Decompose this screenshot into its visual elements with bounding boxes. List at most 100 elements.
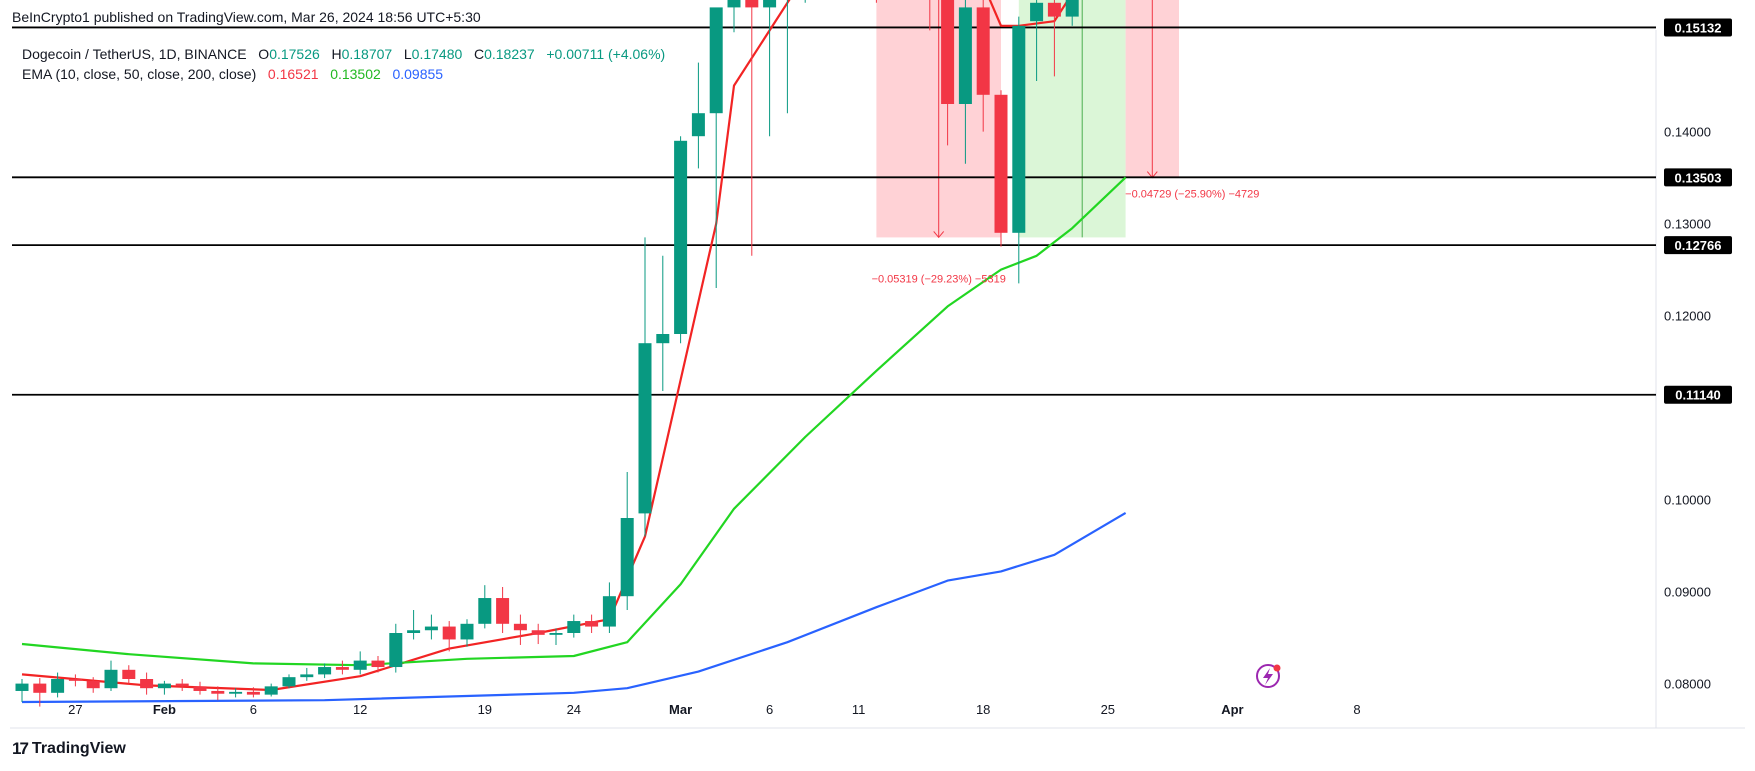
low-label: L	[403, 46, 412, 62]
ema-legend-row: EMA (10, close, 50, close, 200, close) 0…	[22, 64, 665, 84]
time-tick-label: 19	[478, 702, 492, 717]
open-label: O	[258, 46, 270, 62]
time-tick-label: 8	[1353, 702, 1360, 717]
candle-body	[513, 623, 527, 631]
low-value: 0.17480	[411, 46, 463, 62]
candle-body	[353, 660, 367, 670]
candle-body	[229, 691, 243, 694]
candle-body	[460, 623, 474, 640]
symbol-label: Dogecoin / TetherUS, 1D, BINANCE	[22, 46, 247, 62]
candle-body	[1047, 2, 1061, 17]
candle-body	[264, 686, 278, 695]
candle-body	[193, 686, 207, 691]
time-tick-label: 24	[567, 702, 581, 717]
level-badge	[1664, 236, 1732, 255]
time-tick-label: 25	[1101, 702, 1115, 717]
candle-body	[727, 0, 741, 8]
candle-body	[674, 140, 688, 334]
candle-body	[656, 334, 670, 344]
candle-body	[1030, 2, 1044, 22]
ema-line	[21, 176, 1127, 667]
tradingview-icon: 17	[12, 739, 29, 758]
ema-label: EMA (10, close, 50, close, 200, close)	[22, 66, 257, 82]
time-tick-label: 18	[976, 702, 990, 717]
time-tick-label: 27	[68, 702, 82, 717]
tradingview-brand: TradingView	[31, 740, 126, 757]
candle-body	[567, 621, 581, 633]
ema-line	[21, 511, 1127, 704]
candle-body	[335, 667, 349, 670]
time-tick-label: 12	[353, 702, 367, 717]
candle-body	[424, 626, 438, 631]
level-badge-label: 0.13503	[1675, 170, 1722, 185]
time-tick-label: Feb	[153, 702, 176, 717]
candle-body	[958, 7, 972, 104]
position-labels: −0.05319 (−29.23%) −53190.05382 (41.79%)…	[872, 189, 1260, 286]
candle-body	[86, 680, 100, 689]
ema50-value: 0.13502	[330, 66, 381, 82]
candle-body	[140, 679, 154, 689]
candle-body	[33, 683, 47, 693]
horizontal-levels	[12, 26, 1656, 396]
ema10-value: 0.16521	[267, 66, 319, 82]
candle-body	[104, 669, 118, 689]
candle-body	[1012, 25, 1026, 233]
level-badge	[1664, 385, 1732, 404]
candle-body	[371, 660, 385, 668]
time-tick-label: Apr	[1221, 702, 1243, 717]
candle-body	[318, 667, 332, 675]
position-label: −0.04729 (−25.90%) −4729	[1125, 189, 1259, 201]
candle-body	[745, 0, 759, 8]
price-tick-label: 0.10000	[1664, 493, 1711, 508]
candle-body	[585, 621, 599, 627]
candle-body	[389, 633, 403, 668]
ohlc-legend-row: Dogecoin / TetherUS, 1D, BINANCE O0.1752…	[22, 44, 665, 64]
candle-body	[638, 343, 652, 514]
candle-body	[282, 677, 296, 687]
level-badge	[1664, 168, 1732, 187]
time-axis[interactable]: 27 Feb 6 12 19 24 Mar 6 11 18 25 Apr 8	[68, 702, 1360, 717]
change-value: +0.00711 (+4.06%)	[546, 46, 666, 62]
candle-body	[300, 674, 314, 678]
close-value: 0.18237	[484, 46, 535, 62]
position-arrowhead	[933, 231, 945, 239]
candle-body	[941, 0, 955, 104]
candle-body	[763, 0, 777, 8]
time-tick-label: 6	[250, 702, 257, 717]
candle-body	[602, 596, 616, 627]
position-box	[1018, 0, 1126, 238]
publish-info: BeInCrypto1 published on TradingView.com…	[12, 9, 481, 25]
close-label: C	[473, 46, 485, 62]
level-badge	[1664, 18, 1732, 37]
tradingview-logo[interactable]: 17 TradingView	[12, 739, 126, 759]
lightning-icon[interactable]	[1256, 664, 1281, 688]
candle-body	[15, 683, 29, 691]
time-tick-label: 11	[852, 702, 866, 717]
chart-legend: Dogecoin / TetherUS, 1D, BINANCE O0.1752…	[22, 44, 665, 84]
candle-body	[51, 679, 65, 693]
candle-body	[531, 630, 545, 635]
price-axis[interactable]: 0.08000 0.09000 0.10000 0.12000 0.13000 0.140…	[1664, 0, 1737, 692]
candle-body	[976, 7, 990, 95]
candle-body	[68, 679, 82, 681]
price-tick-label: 0.14000	[1664, 125, 1711, 140]
candle-body	[157, 683, 171, 689]
price-tick-label: 0.13000	[1664, 217, 1711, 232]
open-value: 0.17526	[269, 46, 320, 62]
candle-body	[496, 598, 510, 624]
candles	[15, 0, 1079, 707]
time-tick-label: Mar	[669, 702, 692, 717]
price-tick-label: 0.08000	[1664, 677, 1711, 692]
candle-body	[122, 669, 136, 679]
candle-body	[691, 113, 705, 137]
position-label: −0.05319 (−29.23%) −5319	[872, 273, 1006, 285]
candle-body	[709, 7, 723, 114]
candle-body	[246, 691, 260, 695]
level-badge-label: 0.11140	[1675, 388, 1721, 403]
candle-body	[1065, 0, 1079, 17]
level-badge-label: 0.15132	[1675, 20, 1722, 35]
candle-body	[442, 626, 456, 640]
time-tick-label: 6	[766, 702, 773, 717]
ema200-value: 0.09855	[392, 66, 444, 82]
